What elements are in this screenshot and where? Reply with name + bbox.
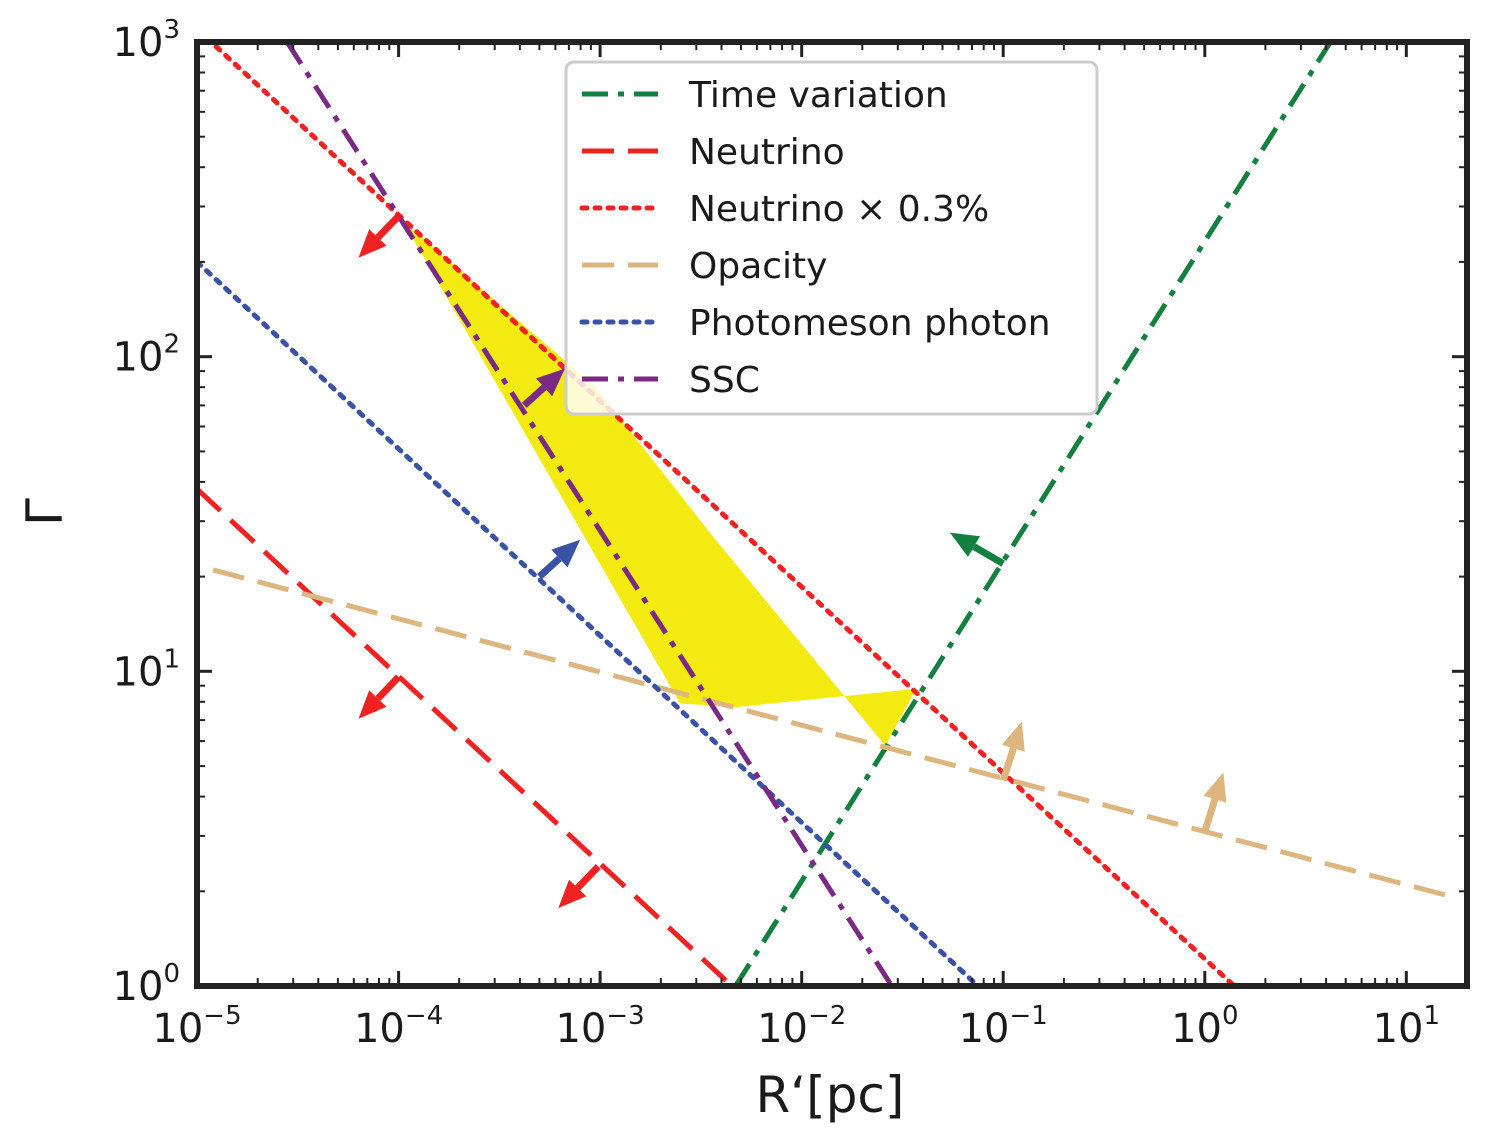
plot-frame [194,39,1470,989]
x-tick-label: 10−2 [757,1001,846,1052]
x-tick-label: 10−1 [959,1001,1048,1052]
constraint-arrow-opacity-6 [999,721,1025,782]
region-layer [402,220,917,746]
constraint-arrow-time-variation-5 [949,532,1005,567]
series-line-opacity [212,567,1459,901]
series-line-ssc [284,42,894,986]
legend-entry-photomeson-photon: Photomeson photon [579,303,1051,344]
y-axis-label: Γ [16,498,74,526]
x-tick-label: 101 [1373,1001,1440,1052]
legend-entry-neutrino-0-3: Neutrino × 0.3% [579,189,989,230]
constraint-arrow-ssc-3 [521,368,565,408]
constraint-arrow-opacity-7 [1201,772,1227,833]
constraint-arrow-neutrino-2 [558,863,601,909]
series-line-neutrino-0-3 [207,42,1237,986]
legend-label: Neutrino [689,132,845,173]
tick-layer: 10−5 10−4 10−3 10−2 10−1 100 101 100 101 102 103 [113,15,1467,1052]
y-tick-label: 100 [113,959,180,1010]
series-layer [197,42,1459,986]
legend-label: Neutrino × 0.3% [689,189,989,230]
y-tick-label: 102 [113,330,180,381]
legend-label: Time variation [688,75,948,116]
legend-entry-opacity: Opacity [582,246,827,287]
series-line-photomeson-photon [197,259,981,986]
allowed-region [402,220,917,746]
series-line-neutrino [197,487,734,986]
legend-entry-time-variation: Time variation [582,75,948,116]
legend-label: SSC [689,360,760,401]
x-axis-label: R‘[pc] [756,1066,905,1124]
x-tick-label: 10−4 [354,1001,443,1052]
legend: Time variation Neutrino Neutrino × 0.3% Opa… [564,60,1099,416]
constraint-arrow-neutrino-0-3-0 [358,213,402,258]
legend-entry-neutrino: Neutrino [582,132,845,173]
legend-label: Photomeson photon [689,303,1051,344]
legend-label: Opacity [689,246,827,287]
x-tick-label: 10−5 [152,1001,241,1052]
legend-entry-ssc: SSC [582,360,760,401]
legend-box [564,60,1099,416]
y-tick-label: 103 [113,15,180,66]
x-tick-label: 100 [1171,1001,1238,1052]
y-tick-label: 101 [113,644,180,695]
constraint-arrow-photomeson-photon-4 [537,539,581,580]
arrow-layer [358,213,1227,909]
constraint-arrow-neutrino-1 [358,674,402,719]
series-line-time-variation [733,42,1333,986]
x-tick-label: 10−3 [555,1001,644,1052]
